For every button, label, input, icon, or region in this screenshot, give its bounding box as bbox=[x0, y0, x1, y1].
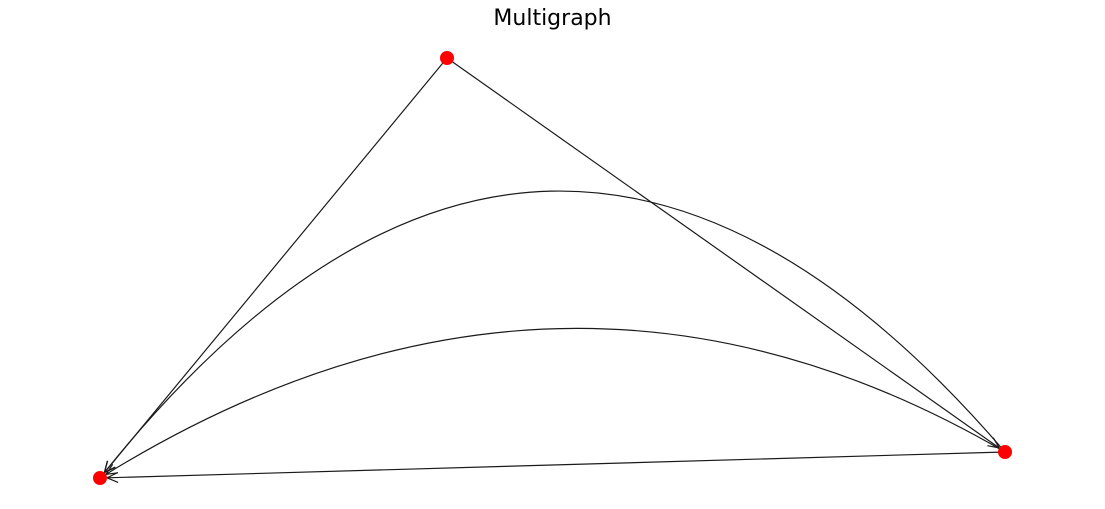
edges-layer bbox=[103, 57, 1006, 484]
edge-top-to-right-1 bbox=[446, 57, 1000, 449]
edge-right-to-left-4 bbox=[103, 190, 1006, 473]
edge-right-to-left-3 bbox=[105, 327, 1006, 475]
nodes-layer bbox=[93, 51, 1012, 485]
node-right bbox=[998, 445, 1012, 459]
node-top bbox=[440, 51, 454, 65]
figure-title: Multigraph bbox=[493, 6, 612, 31]
node-left bbox=[93, 471, 107, 485]
edge-right-to-left-2 bbox=[106, 451, 1006, 479]
edge-top-to-left-0 bbox=[103, 57, 448, 473]
